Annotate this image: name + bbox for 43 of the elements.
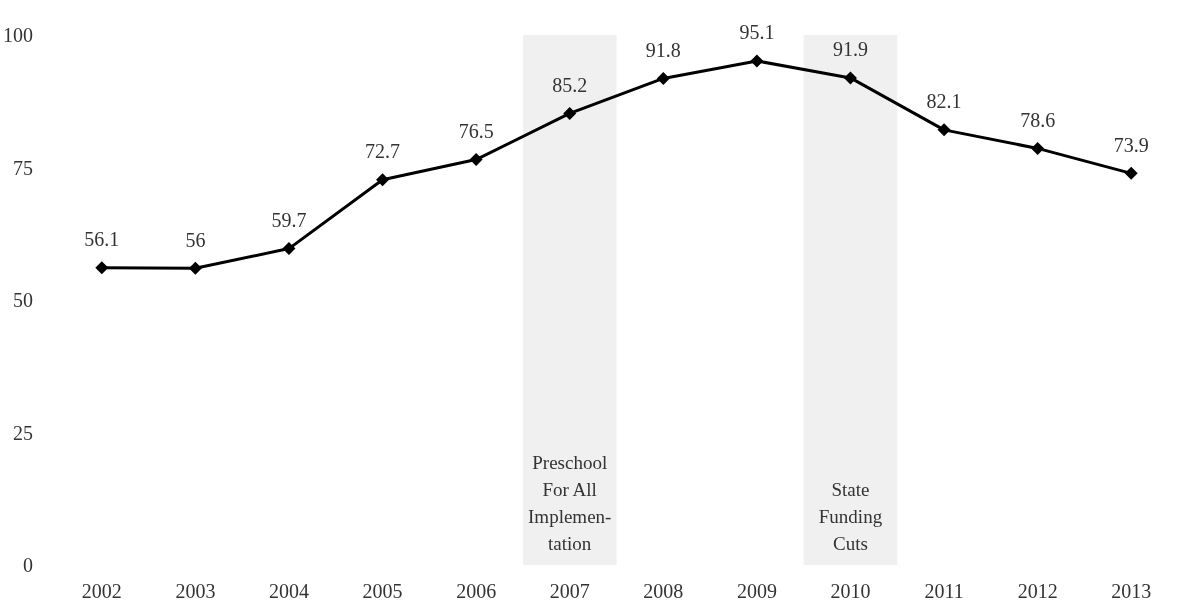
- data-label: 56: [185, 228, 206, 251]
- point: [469, 153, 483, 167]
- point: [1031, 141, 1045, 155]
- point: [95, 261, 109, 275]
- x-tick-label: 2009: [736, 580, 777, 602]
- x-tick-label: 2008: [643, 580, 684, 602]
- point: [282, 242, 296, 256]
- data-label: 76.5: [458, 120, 494, 143]
- data-label: 56.1: [84, 228, 120, 251]
- data-label: 78.6: [1020, 108, 1056, 131]
- band-label: State Funding Cuts: [818, 479, 883, 554]
- band-label: Preschool For All Implemen- tation: [528, 452, 612, 554]
- point: [843, 71, 857, 85]
- data-label: 73.9: [1113, 133, 1149, 156]
- x-tick-label: 2004: [268, 580, 309, 602]
- y-tick-label: 25: [13, 421, 33, 444]
- data-label: 59.7: [271, 209, 307, 232]
- x-tick-label: 2005: [362, 580, 403, 602]
- x-tick-label: 2003: [175, 580, 216, 602]
- data-label: 72.7: [365, 140, 401, 163]
- x-tick-label: 2011: [924, 580, 964, 602]
- point: [937, 123, 951, 137]
- x-tick-label: 2007: [549, 580, 590, 602]
- y-tick-label: 100: [3, 24, 33, 46]
- data-label: 91.9: [832, 38, 868, 61]
- data-label: 95.1: [739, 21, 775, 44]
- data-label: 82.1: [926, 90, 962, 113]
- point: [188, 261, 202, 275]
- data-label: 85.2: [552, 73, 588, 96]
- x-tick-label: 2010: [830, 580, 871, 602]
- point: [376, 173, 390, 187]
- point: [1124, 166, 1138, 180]
- data-label: 91.8: [645, 38, 681, 61]
- x-tick-label: 2013: [1111, 580, 1152, 602]
- x-tick-label: 2002: [81, 580, 122, 602]
- x-tick-label: 2012: [1017, 580, 1058, 602]
- point: [656, 71, 670, 85]
- x-tick-label: 2006: [456, 580, 497, 602]
- y-tick-label: 0: [23, 554, 33, 576]
- point: [563, 106, 577, 120]
- y-tick-label: 75: [13, 156, 33, 179]
- point: [750, 54, 764, 68]
- y-tick-label: 50: [13, 289, 33, 311]
